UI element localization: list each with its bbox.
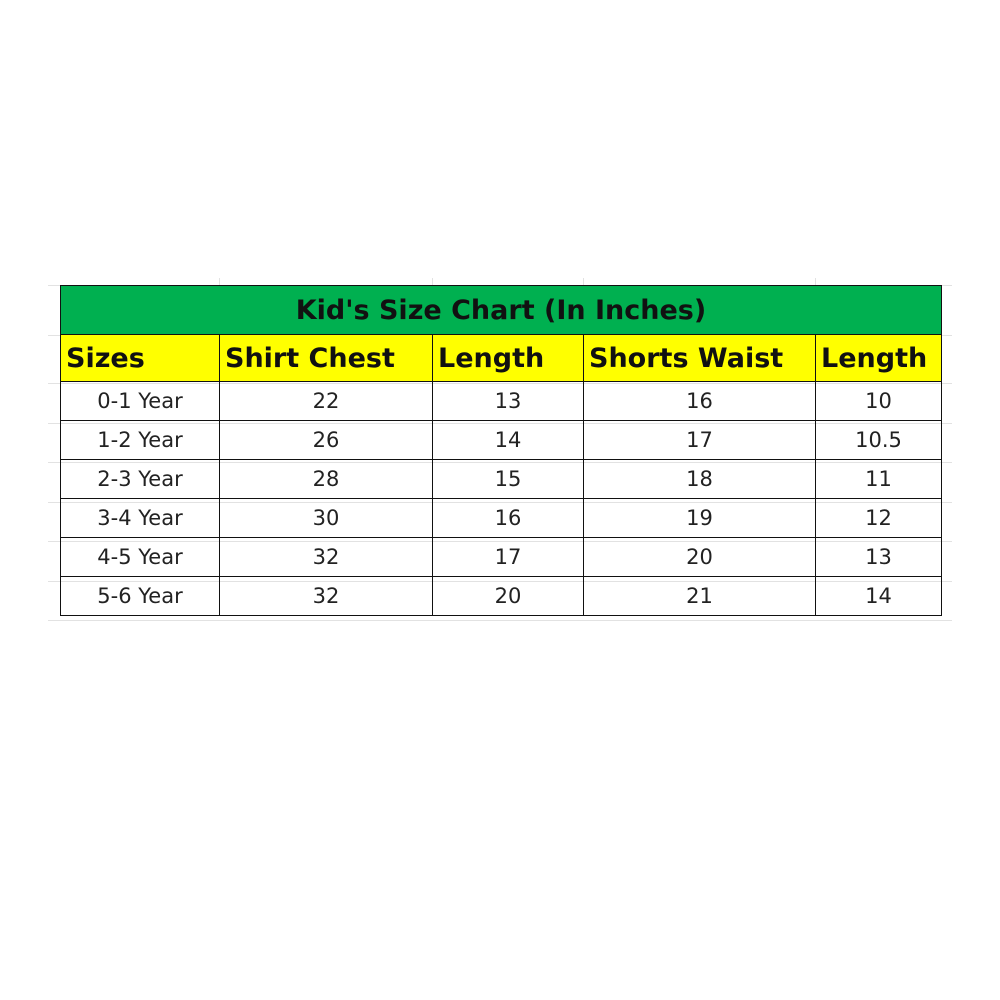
header-row: Sizes Shirt Chest Length Shorts Waist Length <box>60 334 942 382</box>
table-row: 4-5 Year 32 17 20 13 <box>60 537 942 577</box>
column-header: Length <box>815 334 942 382</box>
column-header: Shirt Chest <box>219 334 433 382</box>
measurement-cell: 19 <box>583 498 816 538</box>
measurement-cell: 13 <box>815 537 942 577</box>
measurement-cell: 20 <box>432 576 584 616</box>
measurement-cell: 13 <box>432 381 584 421</box>
measurement-cell: 10 <box>815 381 942 421</box>
measurement-cell: 17 <box>583 420 816 460</box>
size-cell: 2-3 Year <box>60 459 220 499</box>
gridline <box>815 278 816 285</box>
size-chart-table: Kid's Size Chart (In Inches) Sizes Shirt … <box>60 285 942 616</box>
measurement-cell: 12 <box>815 498 942 538</box>
size-cell: 1-2 Year <box>60 420 220 460</box>
column-header: Sizes <box>60 334 220 382</box>
measurement-cell: 18 <box>583 459 816 499</box>
measurement-cell: 17 <box>432 537 584 577</box>
size-cell: 3-4 Year <box>60 498 220 538</box>
measurement-cell: 21 <box>583 576 816 616</box>
gridline <box>48 620 952 621</box>
table-row: 2-3 Year 28 15 18 11 <box>60 459 942 499</box>
size-cell: 5-6 Year <box>60 576 220 616</box>
measurement-cell: 16 <box>583 381 816 421</box>
measurement-cell: 10.5 <box>815 420 942 460</box>
title-row: Kid's Size Chart (In Inches) <box>60 285 942 335</box>
measurement-cell: 11 <box>815 459 942 499</box>
measurement-cell: 22 <box>219 381 433 421</box>
measurement-cell: 32 <box>219 537 433 577</box>
table-body: 0-1 Year 22 13 16 10 1-2 Year 26 14 17 10.5 2-3 Ye… <box>60 381 942 616</box>
table-row: 0-1 Year 22 13 16 10 <box>60 381 942 421</box>
measurement-cell: 26 <box>219 420 433 460</box>
table-row: 5-6 Year 32 20 21 14 <box>60 576 942 616</box>
table-row: 1-2 Year 26 14 17 10.5 <box>60 420 942 460</box>
column-header: Length <box>432 334 584 382</box>
gridline <box>583 278 584 285</box>
measurement-cell: 32 <box>219 576 433 616</box>
size-cell: 4-5 Year <box>60 537 220 577</box>
measurement-cell: 14 <box>815 576 942 616</box>
column-header: Shorts Waist <box>583 334 816 382</box>
measurement-cell: 16 <box>432 498 584 538</box>
size-cell: 0-1 Year <box>60 381 220 421</box>
gridline <box>432 278 433 285</box>
measurement-cell: 14 <box>432 420 584 460</box>
table-title: Kid's Size Chart (In Inches) <box>60 285 942 335</box>
measurement-cell: 15 <box>432 459 584 499</box>
gridline <box>219 278 220 285</box>
measurement-cell: 30 <box>219 498 433 538</box>
measurement-cell: 28 <box>219 459 433 499</box>
table-row: 3-4 Year 30 16 19 12 <box>60 498 942 538</box>
measurement-cell: 20 <box>583 537 816 577</box>
